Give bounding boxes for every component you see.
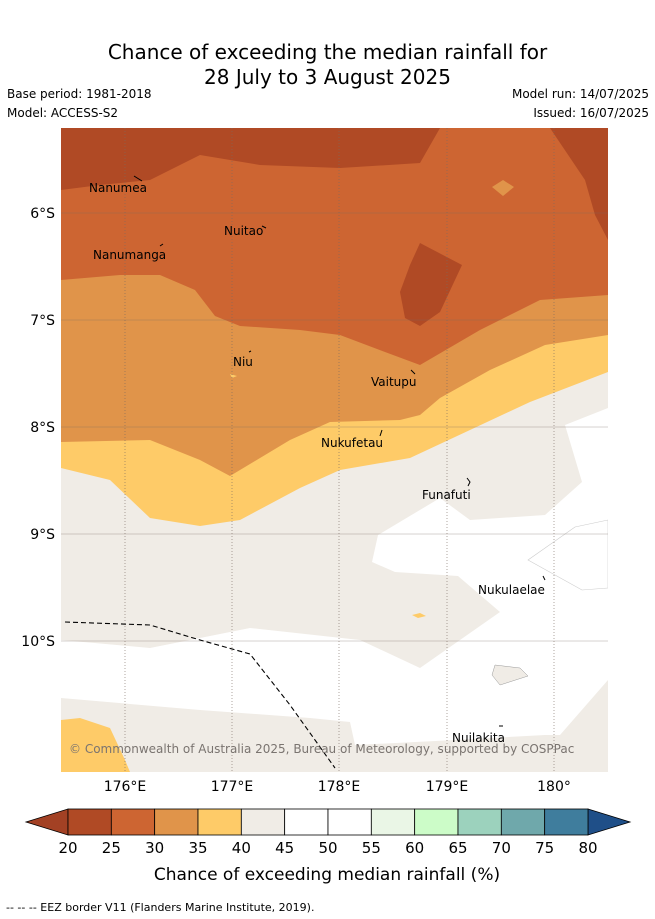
colorbar-tick-label: 35 (188, 839, 207, 857)
colorbar-cell (110, 808, 156, 836)
band-25-30 (61, 128, 608, 365)
colorbar-tick-label: 45 (275, 839, 294, 857)
band-45-50 (61, 408, 608, 745)
colorbar-cell (240, 808, 286, 836)
colorbar-cell (197, 808, 242, 836)
map-title-line2: 28 July to 3 August 2025 (204, 65, 451, 89)
longitude-gridlines (124, 128, 555, 772)
lon-label: 177°E (211, 779, 254, 795)
band-30-35-patch (492, 180, 514, 196)
map-title-line1: Chance of exceeding the median rainfall … (107, 40, 548, 64)
model-run: Model run: 14/07/2025 (511, 87, 649, 101)
eez-legend-note: -- -- -- EEZ border V11 (Flanders Marine… (6, 901, 314, 914)
colorbar-tick-label: 40 (232, 839, 251, 857)
colorbar-over-arrow (587, 808, 632, 836)
island-label: Nuitao (224, 224, 263, 238)
colorbar-cell (414, 808, 459, 836)
band-20-25-patch (400, 243, 462, 326)
colorbar-cell (154, 808, 199, 836)
island-nukulaelae-shape (542, 575, 546, 581)
colorbar-tick-label: 60 (405, 839, 424, 857)
island-nuitao-shape (261, 225, 267, 229)
colorbar-cell (370, 808, 416, 836)
lat-label: 10°S (21, 634, 55, 650)
lon-label: 176°E (104, 779, 147, 795)
lon-label: 178°E (318, 779, 361, 795)
island-niu-shape (248, 350, 252, 353)
band-20-25-north (61, 128, 440, 190)
lat-label: 7°S (30, 313, 55, 329)
eez-border (64, 621, 336, 769)
colorbar-cell (457, 808, 502, 836)
band-20-25-northeast (550, 128, 608, 240)
colorbar-tick-label: 65 (448, 839, 467, 857)
island-label: Nukulaelae (478, 583, 545, 597)
lon-label: 179°E (426, 779, 469, 795)
colorbar-tick-label: 55 (362, 839, 381, 857)
lat-label: 6°S (30, 206, 55, 222)
probability-contours (61, 128, 608, 772)
colorbar: 20 25 30 35 40 45 50 55 60 65 70 75 80 (24, 808, 632, 857)
island-nukufetau-shape (379, 429, 383, 437)
latitude-gridlines (61, 212, 608, 642)
colorbar-tick-label: 70 (492, 839, 511, 857)
colorbar-tick-label: 25 (102, 839, 121, 857)
issued-date: Issued: 16/07/2025 (533, 106, 649, 120)
island-labels: Nanumea Nuitao Nanumanga Niu Vaitupu Nuk… (89, 181, 545, 745)
base-period: Base period: 1981-2018 (7, 87, 152, 101)
island-label: Funafuti (422, 488, 471, 502)
island-label: Nanumea (89, 181, 147, 195)
island-shapes (133, 175, 546, 727)
colorbar-tick-label: 50 (318, 839, 337, 857)
island-nanumea-shape (133, 175, 143, 182)
island-label: Nanumanga (93, 248, 166, 262)
island-label: Niu (233, 355, 253, 369)
colorbar-cell (500, 808, 546, 836)
map-title: Chance of exceeding the median rainfall … (0, 40, 655, 90)
longitude-labels: 176°E 177°E 178°E 179°E 180° (104, 779, 571, 795)
lat-label: 8°S (30, 420, 55, 436)
island-nanumanga-shape (159, 243, 164, 247)
island-label: Nukufetau (321, 436, 383, 450)
island-label: Nuilakita (452, 731, 505, 745)
lon-label: 180° (537, 779, 571, 795)
band-45-50-patch (527, 519, 608, 591)
colorbar-cell (544, 808, 589, 836)
colorbar-cell (67, 808, 112, 836)
colorbar-tick-label: 30 (145, 839, 164, 857)
latitude-labels: 6°S 7°S 8°S 9°S 10°S (21, 206, 55, 650)
colorbar-tick-label: 80 (578, 839, 597, 857)
island-vaitupu-shape (410, 369, 416, 375)
colorbar-tick-label: 75 (535, 839, 554, 857)
island-label: Vaitupu (371, 375, 417, 389)
colorbar-tick-label: 20 (58, 839, 77, 857)
band-35-40-patch-south (412, 613, 426, 618)
colorbar-title: Chance of exceeding median rainfall (%) (154, 865, 500, 885)
island-funafuti-shape (466, 477, 471, 487)
colorbar-cell (327, 808, 372, 836)
band-35-40-southwest (61, 718, 130, 772)
copyright-text: © Commonwealth of Australia 2025, Bureau… (69, 742, 574, 756)
colorbar-under-arrow (24, 808, 69, 836)
band-40-45-patch (491, 664, 529, 686)
colorbar-cell (284, 808, 329, 836)
lat-label: 9°S (30, 527, 55, 543)
model-name: Model: ACCESS-S2 (7, 106, 119, 120)
